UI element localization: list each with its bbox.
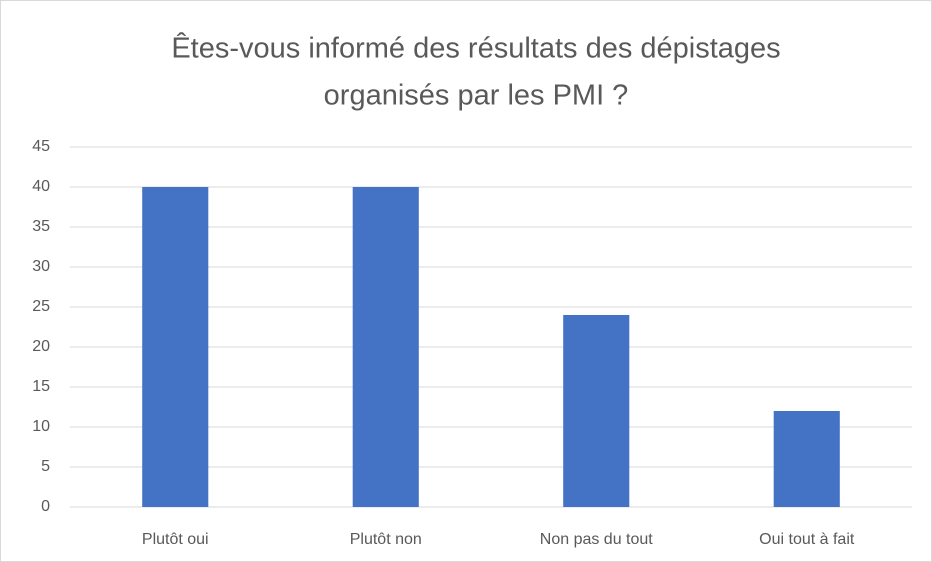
x-tick-label: Plutôt non <box>350 531 422 548</box>
y-tick-label: 35 <box>32 218 50 235</box>
chart-title: organisés par les PMI ? <box>324 80 629 112</box>
y-tick-label: 15 <box>32 378 50 395</box>
y-tick-label: 45 <box>32 138 50 155</box>
y-tick-label: 30 <box>32 258 50 275</box>
y-tick-label: 20 <box>32 338 50 355</box>
y-tick-label: 25 <box>32 298 50 315</box>
y-tick-label: 5 <box>41 458 50 475</box>
bar <box>352 187 419 507</box>
x-tick-label: Non pas du tout <box>540 531 654 548</box>
y-tick-label: 40 <box>32 178 50 195</box>
x-tick-label: Oui tout à fait <box>759 531 855 548</box>
bar <box>142 187 209 507</box>
bar <box>563 315 630 507</box>
bar <box>773 411 840 507</box>
x-tick-label: Plutôt oui <box>142 531 209 548</box>
y-tick-label: 0 <box>41 498 50 515</box>
chart-title: Êtes-vous informé des résultats des dépi… <box>171 32 780 65</box>
y-tick-label: 10 <box>32 418 50 435</box>
